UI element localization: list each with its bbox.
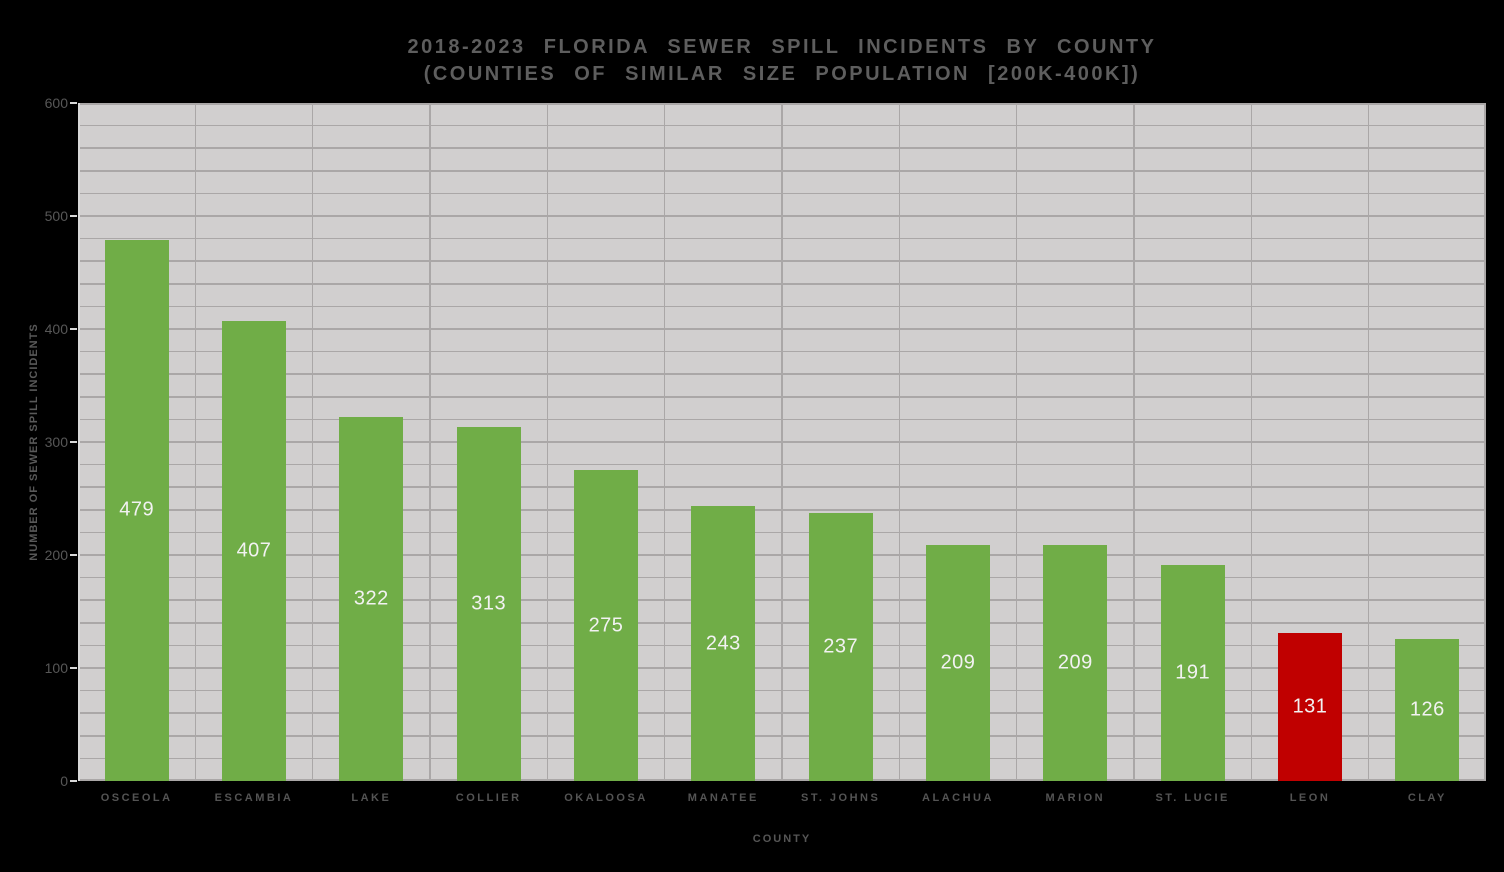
vertical-gridline	[546, 103, 549, 781]
vertical-gridline	[429, 103, 431, 781]
bar-manatee: 243	[691, 506, 756, 781]
x-category-label: CLAY	[1407, 792, 1447, 804]
bar-st-lucie: 191	[1160, 565, 1225, 781]
bar-value-label: 313	[471, 592, 507, 615]
vertical-gridline	[1367, 103, 1370, 781]
bar-escambia: 407	[222, 321, 286, 781]
bar-value-label: 243	[705, 632, 741, 655]
bar-value-label: 479	[119, 498, 155, 521]
chart-title: 2018-2023 FLORIDA SEWER SPILL INCIDENTS …	[78, 34, 1486, 88]
bar-value-label: 407	[236, 539, 272, 562]
y-tick-label: 400	[44, 321, 68, 337]
bar-value-label: 275	[588, 614, 624, 637]
y-tick-mark	[70, 102, 77, 104]
vertical-gridline	[311, 103, 314, 781]
y-tick-label: 200	[44, 547, 68, 563]
y-tick-mark	[70, 215, 77, 217]
x-category-label: OSCEOLA	[100, 792, 173, 804]
y-tick-mark	[70, 554, 77, 556]
bar-value-label: 322	[353, 587, 389, 610]
x-category-label: ST. LUCIE	[1155, 792, 1230, 804]
x-category-label: COLLIER	[455, 792, 522, 804]
bar-value-label: 209	[940, 651, 976, 674]
bar-st-johns: 237	[808, 513, 873, 781]
x-category-label: OKALOOSA	[564, 792, 648, 804]
y-axis-line	[78, 103, 80, 781]
y-tick-label: 600	[44, 95, 68, 111]
plot-area: 479 407 322 313 275 243 237 209 209 191 131 126	[78, 103, 1486, 781]
bar-marion: 209	[1043, 544, 1108, 781]
y-tick-mark	[70, 780, 77, 782]
x-axis-title: COUNTY	[752, 833, 812, 845]
bar-leon: 131	[1278, 632, 1342, 781]
chart-title-line1: 2018-2023 FLORIDA SEWER SPILL INCIDENTS …	[407, 36, 1157, 58]
vertical-gridline	[1015, 103, 1018, 781]
y-tick-label: 100	[44, 660, 68, 676]
y-tick-mark	[70, 441, 77, 443]
bar-value-label: 126	[1409, 698, 1445, 721]
vertical-gridline	[1484, 103, 1486, 781]
y-tick-mark	[70, 667, 77, 669]
y-tick-label: 500	[44, 208, 68, 224]
x-category-label: LEON	[1289, 792, 1331, 804]
bar-collier: 313	[456, 427, 521, 781]
y-tick-label: 300	[44, 434, 68, 450]
vertical-gridline	[898, 103, 901, 781]
vertical-gridline	[1250, 103, 1253, 781]
bar-clay: 126	[1395, 638, 1460, 781]
bar-lake: 322	[339, 417, 404, 781]
vertical-gridline	[194, 103, 197, 781]
chart-title-line2: (COUNTIES OF SIMILAR SIZE POPULATION [20…	[423, 63, 1141, 85]
x-category-label: ESCAMBIA	[214, 792, 294, 804]
x-category-label: MANATEE	[687, 792, 759, 804]
bar-value-label: 191	[1175, 661, 1211, 684]
bar-value-label: 131	[1292, 695, 1328, 718]
x-category-label: ALACHUA	[922, 792, 994, 804]
bar-value-label: 209	[1057, 651, 1093, 674]
y-tick-label: 0	[60, 773, 68, 789]
y-tick-mark	[70, 328, 77, 330]
x-category-label: LAKE	[351, 792, 392, 804]
vertical-gridline	[781, 103, 783, 781]
bar-okaloosa: 275	[574, 470, 638, 781]
bar-osceola: 479	[104, 239, 169, 781]
x-category-label: MARION	[1045, 792, 1106, 804]
vertical-gridline	[663, 103, 666, 781]
vertical-gridline	[1133, 103, 1135, 781]
x-category-label: ST. JOHNS	[800, 792, 881, 804]
bar-alachua: 209	[926, 544, 990, 781]
bar-value-label: 237	[823, 635, 859, 658]
